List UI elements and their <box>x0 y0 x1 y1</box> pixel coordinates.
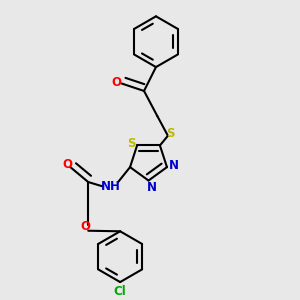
Text: O: O <box>111 76 121 88</box>
Text: O: O <box>62 158 72 171</box>
Text: S: S <box>127 137 135 150</box>
Text: N: N <box>169 159 178 172</box>
Text: O: O <box>81 220 91 233</box>
Text: NH: NH <box>101 180 121 193</box>
Text: S: S <box>166 127 175 140</box>
Text: N: N <box>146 181 157 194</box>
Text: Cl: Cl <box>114 285 127 298</box>
